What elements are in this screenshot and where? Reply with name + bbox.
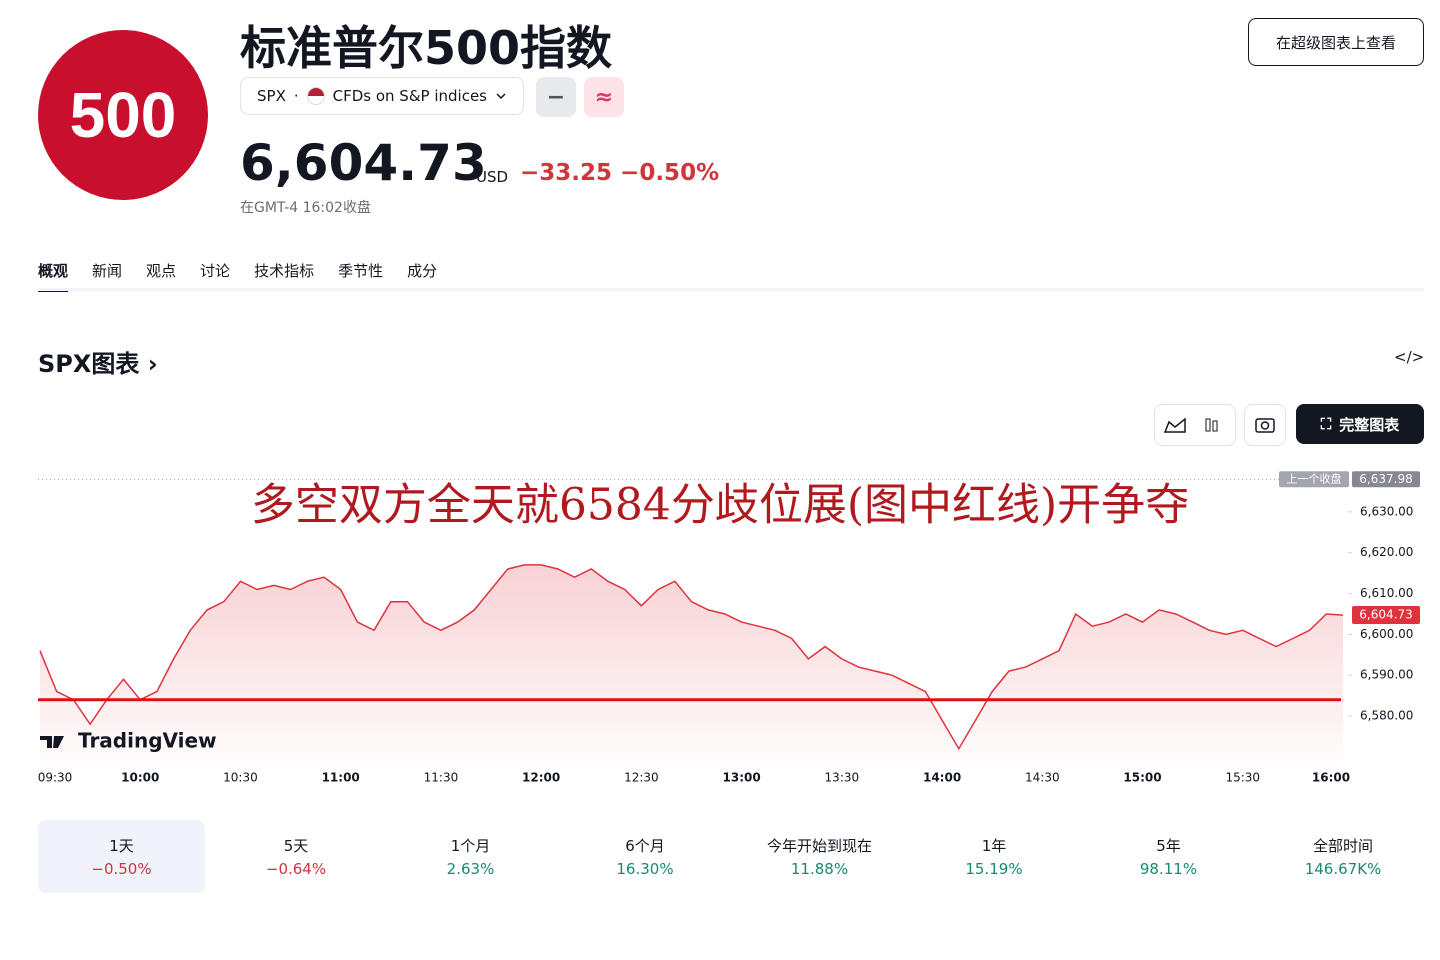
x-tick-label: 15:30: [1225, 771, 1260, 785]
change-abs: −33.25: [520, 160, 613, 186]
y-tick-label: 6,610.00: [1360, 586, 1413, 600]
period[interactable]: 5天 −0.64%: [213, 820, 380, 893]
tab[interactable]: 成分: [407, 262, 438, 280]
delay-button[interactable]: ≈: [584, 77, 624, 117]
x-tick-label: 10:00: [121, 771, 159, 785]
tab[interactable]: 新闻: [92, 262, 123, 280]
period-change: 98.11%: [1139, 860, 1198, 878]
change-pct: −0.50%: [620, 160, 720, 186]
x-tick-label: 15:00: [1123, 771, 1161, 785]
period-change: −0.50%: [91, 860, 152, 878]
tab[interactable]: 季节性: [338, 262, 384, 280]
exchange: CFDs on S&P indices: [332, 87, 487, 105]
period[interactable]: 6个月 16.30%: [562, 820, 729, 893]
period-change: 11.88%: [790, 860, 849, 878]
period[interactable]: 今年开始到现在 11.88%: [736, 820, 903, 893]
status-button[interactable]: −: [536, 77, 576, 117]
symbol-selector[interactable]: SPX · CFDs on S&P indices: [240, 77, 524, 115]
previous-close-name-bg: [1279, 471, 1349, 488]
period-change: 146.67K%: [1304, 860, 1382, 878]
dot: ·: [293, 87, 299, 105]
period-change: 15.19%: [965, 860, 1023, 878]
x-tick-label: 10:30: [223, 771, 258, 785]
chevron: [496, 93, 506, 100]
period-label: 1年: [981, 837, 1007, 855]
x-tick-label: 13:30: [825, 771, 860, 785]
period-label: 6个月: [625, 837, 665, 855]
section-title[interactable]: SPX图表 ›: [38, 350, 158, 378]
previous-close-value: 6,637.98: [1359, 472, 1412, 486]
y-tick-label: 6,630.00: [1360, 504, 1413, 518]
period-label: 全部时间: [1312, 837, 1373, 855]
periods: 1天 −0.50% 5天 −0.64% 1个月 2.63% 6个月 16.30% 今年开始到现在…: [38, 820, 1434, 893]
tabs: 概观 新闻 观点 讨论 技术指标 季节性 成分: [38, 260, 437, 292]
x-tick-label: 14:30: [1025, 771, 1060, 785]
period-label: 5天: [283, 837, 309, 855]
tab[interactable]: 技术指标: [254, 262, 315, 280]
tab-divider: [38, 288, 1424, 291]
area: [40, 564, 1343, 761]
x-tick-label: 09:30: [38, 771, 73, 785]
period-label: 5年: [1156, 837, 1181, 855]
currency: USD: [476, 168, 509, 186]
expand-icon: ⛶: [1320, 415, 1332, 433]
camera-icon: [1255, 418, 1275, 433]
x-tick-label: 16:00: [1312, 771, 1350, 785]
period[interactable]: 1天 −0.50%: [38, 820, 205, 893]
chart-style-icons: [1163, 417, 1218, 433]
period[interactable]: 1年 15.19%: [911, 820, 1078, 893]
y-tick-label: 6,600.00: [1360, 627, 1413, 641]
y-tick-label: 6,620.00: [1360, 545, 1413, 559]
previous-close-name: 上一个收盘: [1287, 471, 1342, 485]
period-change: −0.64%: [265, 860, 327, 878]
tab[interactable]: 观点: [146, 262, 177, 280]
snapshot[interactable]: [1244, 404, 1286, 446]
change: −33.25 −0.50%: [520, 160, 719, 186]
close-time: 在GMT-4 16:02收盘: [240, 200, 371, 216]
full-chart-text: 完整图表: [1339, 415, 1400, 434]
view-button[interactable]: 在超级图表上查看: [1248, 18, 1424, 66]
period-change: 16.30%: [616, 860, 674, 878]
chart: 6,580.00 6,590.00 6,600.00 6,610.00 6,620.00…: [38, 471, 1420, 785]
full-chart-button[interactable]: ⛶ 完整图表: [1296, 404, 1424, 444]
annotation: 多空双方全天就6584分歧位展(图中红线)开争夺: [251, 480, 1189, 531]
chart-logo-mark: [40, 736, 64, 748]
symbol: SPX: [257, 87, 286, 105]
y-tick-label: 6,590.00: [1360, 668, 1413, 682]
period[interactable]: 1个月 2.63%: [387, 820, 554, 893]
period[interactable]: 全部时间 146.67K%: [1260, 820, 1427, 893]
period[interactable]: 5年 98.11%: [1085, 820, 1252, 893]
chart-style[interactable]: [1154, 404, 1236, 446]
period-change: 2.63%: [446, 860, 495, 878]
last-price-label: 6,604.73: [1359, 608, 1412, 622]
embed-icon[interactable]: </>: [1394, 348, 1425, 366]
x-tick-label: 12:00: [522, 771, 560, 785]
tab[interactable]: 讨论: [200, 262, 231, 280]
chart-logo: TradingView: [78, 729, 217, 753]
x-tick-label: 11:30: [424, 771, 459, 785]
period-label: 1个月: [450, 837, 491, 855]
logo: 500: [38, 30, 208, 200]
flag: [306, 87, 325, 105]
price-line: [39, 564, 1344, 751]
price: 6,604.73: [240, 134, 487, 192]
section-text: SPX图表: [38, 350, 140, 378]
period-label: 1天: [109, 837, 134, 855]
title: 标准普尔500指数: [240, 21, 613, 75]
x-tick-label: 14:00: [923, 771, 961, 785]
period-label: 今年开始到现在: [766, 837, 872, 855]
last-price-bg: [1352, 606, 1420, 625]
x-tick-label: 12:30: [624, 771, 659, 785]
y-tick-label: 6,580.00: [1360, 709, 1413, 723]
previous-close-value-bg: [1352, 471, 1420, 488]
x-tick-label: 11:00: [322, 771, 360, 785]
x-tick-label: 13:00: [723, 771, 761, 785]
